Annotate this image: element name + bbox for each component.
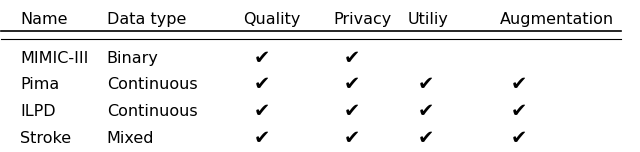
Text: Augmentation: Augmentation	[500, 12, 614, 27]
Text: MIMIC-III: MIMIC-III	[20, 51, 88, 66]
Text: ✔: ✔	[511, 129, 527, 148]
Text: Continuous: Continuous	[107, 77, 197, 92]
Text: ✔: ✔	[344, 129, 360, 148]
Text: ✔: ✔	[344, 102, 360, 121]
Text: ILPD: ILPD	[20, 104, 56, 119]
Text: ✔: ✔	[253, 75, 270, 94]
Text: ✔: ✔	[418, 75, 434, 94]
Text: ✔: ✔	[344, 75, 360, 94]
Text: ✔: ✔	[253, 129, 270, 148]
Text: ✔: ✔	[253, 48, 270, 67]
Text: ✔: ✔	[344, 48, 360, 67]
Text: Utiliy: Utiliy	[408, 12, 448, 27]
Text: Quality: Quality	[243, 12, 301, 27]
Text: ✔: ✔	[418, 102, 434, 121]
Text: Privacy: Privacy	[333, 12, 391, 27]
Text: Binary: Binary	[107, 51, 159, 66]
Text: ✔: ✔	[511, 75, 527, 94]
Text: ✔: ✔	[511, 102, 527, 121]
Text: Name: Name	[20, 12, 67, 27]
Text: Mixed: Mixed	[107, 131, 154, 146]
Text: ✔: ✔	[418, 129, 434, 148]
Text: Data type: Data type	[107, 12, 186, 27]
Text: Continuous: Continuous	[107, 104, 197, 119]
Text: ✔: ✔	[253, 102, 270, 121]
Text: Stroke: Stroke	[20, 131, 71, 146]
Text: Pima: Pima	[20, 77, 60, 92]
